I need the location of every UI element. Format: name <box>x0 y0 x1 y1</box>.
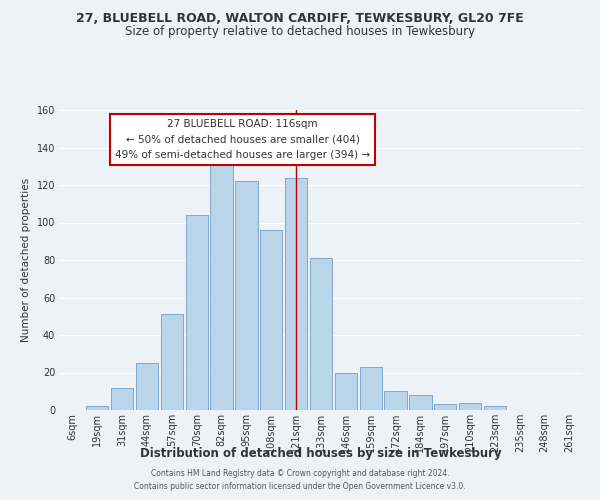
Bar <box>434 404 457 410</box>
Bar <box>211 164 233 410</box>
Bar <box>136 363 158 410</box>
Bar <box>235 181 257 410</box>
Bar <box>310 258 332 410</box>
Bar <box>285 178 307 410</box>
Text: 27 BLUEBELL ROAD: 116sqm
← 50% of detached houses are smaller (404)
49% of semi-: 27 BLUEBELL ROAD: 116sqm ← 50% of detach… <box>115 119 370 160</box>
Text: Size of property relative to detached houses in Tewkesbury: Size of property relative to detached ho… <box>125 25 475 38</box>
Bar <box>260 230 283 410</box>
Bar <box>161 314 183 410</box>
Text: 27, BLUEBELL ROAD, WALTON CARDIFF, TEWKESBURY, GL20 7FE: 27, BLUEBELL ROAD, WALTON CARDIFF, TEWKE… <box>76 12 524 26</box>
Text: Contains HM Land Registry data © Crown copyright and database right 2024.: Contains HM Land Registry data © Crown c… <box>151 468 449 477</box>
Y-axis label: Number of detached properties: Number of detached properties <box>21 178 31 342</box>
Bar <box>86 406 109 410</box>
Bar <box>484 406 506 410</box>
Text: Distribution of detached houses by size in Tewkesbury: Distribution of detached houses by size … <box>140 448 502 460</box>
Bar <box>385 391 407 410</box>
Bar <box>335 372 357 410</box>
Bar <box>409 395 431 410</box>
Text: Contains public sector information licensed under the Open Government Licence v3: Contains public sector information licen… <box>134 482 466 491</box>
Bar <box>459 402 481 410</box>
Bar <box>111 388 133 410</box>
Bar <box>185 215 208 410</box>
Bar <box>359 367 382 410</box>
